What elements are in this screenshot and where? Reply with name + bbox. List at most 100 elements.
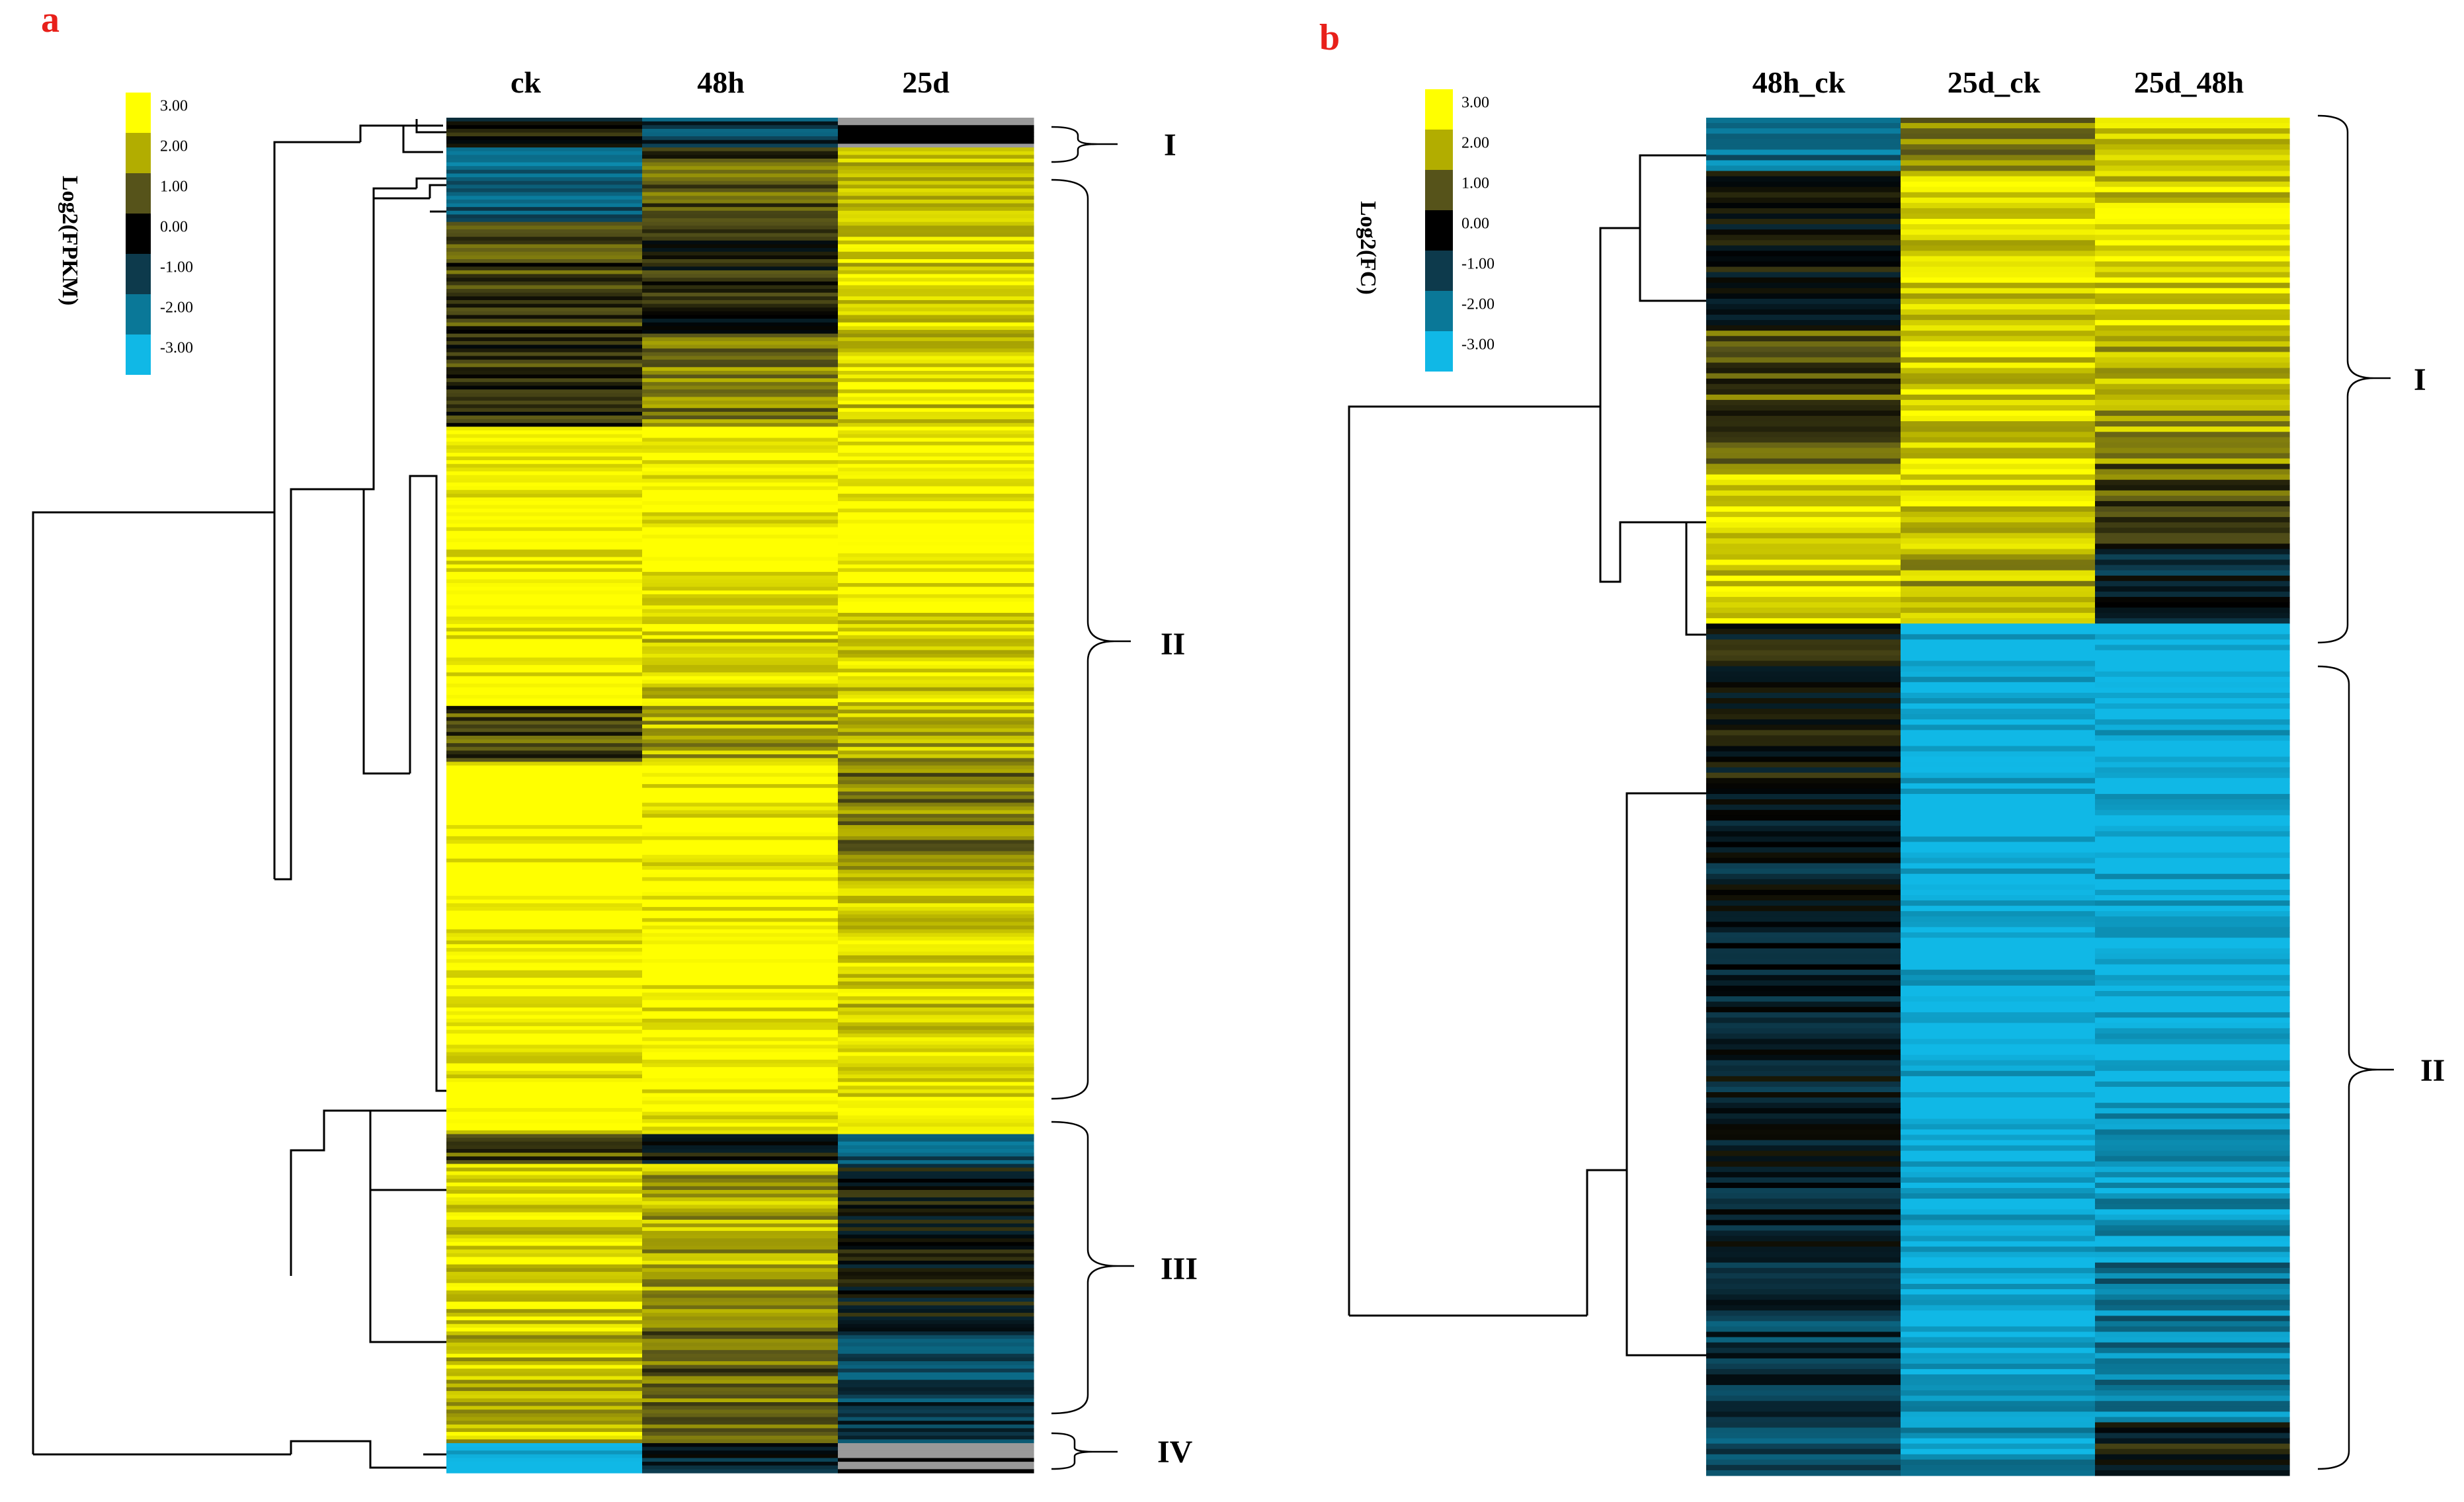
heatmap-cell bbox=[2095, 277, 2290, 284]
heatmap-cell bbox=[446, 594, 643, 599]
heatmap-cell bbox=[838, 1212, 1034, 1217]
heatmap-cell bbox=[838, 1126, 1034, 1131]
heatmap-cell bbox=[838, 240, 1034, 245]
heatmap-cell bbox=[2095, 1150, 2290, 1157]
heatmap-cell bbox=[1901, 1119, 2096, 1125]
heatmap-cell bbox=[642, 1350, 839, 1355]
heatmap-cell bbox=[642, 906, 839, 912]
heatmap-cell bbox=[1706, 980, 1901, 986]
heatmap-cell bbox=[1706, 645, 1901, 651]
heatmap-cell bbox=[1901, 1145, 2096, 1152]
heatmap-cell bbox=[1901, 831, 2096, 838]
heatmap-cell bbox=[838, 892, 1034, 896]
dendrogram-a-root bbox=[32, 511, 274, 1454]
heatmap-cell bbox=[1901, 426, 2096, 432]
heatmap-cell bbox=[642, 967, 839, 971]
heatmap-cell bbox=[446, 1342, 643, 1347]
heatmap-cell bbox=[446, 523, 643, 528]
heatmap-cell bbox=[446, 360, 643, 364]
heatmap-cell bbox=[1706, 777, 1901, 784]
heatmap-cell bbox=[642, 542, 839, 547]
heatmap-cell bbox=[446, 158, 643, 163]
heatmap-cell bbox=[642, 292, 839, 297]
heatmap-cell bbox=[2095, 448, 2290, 454]
heatmap-cell bbox=[1706, 666, 1901, 672]
heatmap-cell bbox=[2095, 1028, 2290, 1035]
heatmap-cell bbox=[642, 855, 839, 859]
heatmap-cell bbox=[2095, 740, 2290, 747]
heatmap-cell bbox=[838, 1037, 1034, 1042]
heatmap-cell bbox=[642, 527, 839, 532]
heatmap-cell bbox=[838, 739, 1034, 744]
heatmap-cell bbox=[2095, 517, 2290, 523]
heatmap-cell bbox=[2095, 500, 2290, 507]
heatmap-cell bbox=[838, 132, 1034, 137]
heatmap-cell bbox=[1901, 331, 2096, 336]
heatmap-cell bbox=[1901, 1326, 2096, 1333]
heatmap-cell bbox=[1706, 964, 1901, 970]
heatmap-cell bbox=[642, 404, 839, 409]
legend-swatch bbox=[126, 173, 151, 214]
heatmap-cell bbox=[2095, 181, 2290, 188]
legend-tick-label: -3.00 bbox=[160, 339, 193, 356]
heatmap-cell bbox=[446, 538, 643, 543]
heatmap-cell bbox=[1706, 272, 1901, 278]
heatmap-cell bbox=[1706, 303, 1901, 310]
heatmap-cell bbox=[642, 299, 839, 305]
heatmap-cell bbox=[446, 1141, 643, 1146]
heatmap-cell bbox=[1901, 463, 2096, 470]
heatmap-cell bbox=[446, 1082, 643, 1086]
heatmap-cell bbox=[2095, 873, 2290, 880]
heatmap-cell bbox=[2095, 719, 2290, 725]
heatmap-cell bbox=[642, 1462, 839, 1466]
heatmap-cell bbox=[838, 1015, 1034, 1019]
heatmap-cell bbox=[1901, 788, 2096, 795]
heatmap-cell bbox=[838, 166, 1034, 171]
heatmap-cell bbox=[1706, 1140, 1901, 1146]
heatmap-cell bbox=[838, 538, 1034, 543]
heatmap-cell bbox=[2095, 884, 2290, 890]
heatmap-cell bbox=[838, 694, 1034, 699]
heatmap-cell bbox=[838, 322, 1034, 327]
heatmap-cell bbox=[642, 419, 839, 424]
heatmap-cell bbox=[838, 255, 1034, 260]
heatmap-cell bbox=[446, 1182, 643, 1187]
heatmap-cell bbox=[2095, 1177, 2290, 1183]
heatmap-cell bbox=[1706, 144, 1901, 150]
legend-swatch bbox=[1425, 210, 1453, 251]
heatmap-cell bbox=[2095, 421, 2290, 427]
panel-b-label: b bbox=[1319, 17, 1340, 58]
heatmap-cell bbox=[1901, 937, 2096, 944]
heatmap-cell bbox=[2095, 1448, 2290, 1455]
heatmap-cell bbox=[642, 1074, 839, 1079]
heatmap-cell bbox=[2095, 1246, 2290, 1253]
heatmap-cell bbox=[838, 218, 1034, 223]
heatmap-cell bbox=[1901, 448, 2096, 454]
heatmap-cell bbox=[446, 549, 643, 554]
heatmap-cell bbox=[642, 229, 839, 234]
heatmap-cell bbox=[642, 650, 839, 654]
heatmap-cell bbox=[1901, 1241, 2096, 1247]
heatmap-cell bbox=[1706, 895, 1901, 901]
heatmap-cell bbox=[2095, 118, 2290, 124]
heatmap-cell bbox=[446, 248, 643, 253]
heatmap-cell bbox=[838, 698, 1034, 703]
heatmap-cell bbox=[1706, 682, 1901, 688]
heatmap-cell bbox=[1901, 272, 2096, 278]
heatmap-cell bbox=[838, 520, 1034, 524]
heatmap-cell bbox=[838, 1417, 1034, 1421]
heatmap-cell bbox=[838, 1000, 1034, 1004]
heatmap-cell bbox=[1706, 373, 1901, 379]
bracket-b-ii bbox=[2317, 665, 2378, 1470]
heatmap-cell bbox=[838, 914, 1034, 919]
heatmap-cell bbox=[1901, 1166, 2096, 1173]
heatmap-cell bbox=[642, 866, 839, 871]
heatmap-cell bbox=[446, 501, 643, 506]
heatmap-cell bbox=[2095, 1129, 2290, 1136]
heatmap-cell bbox=[838, 125, 1034, 130]
heatmap-cell bbox=[838, 933, 1034, 937]
cluster-b-ii: II bbox=[2420, 1053, 2445, 1088]
heatmap-cell bbox=[642, 1324, 839, 1328]
heatmap-cell bbox=[838, 1230, 1034, 1236]
heatmap-cell bbox=[642, 1063, 839, 1068]
